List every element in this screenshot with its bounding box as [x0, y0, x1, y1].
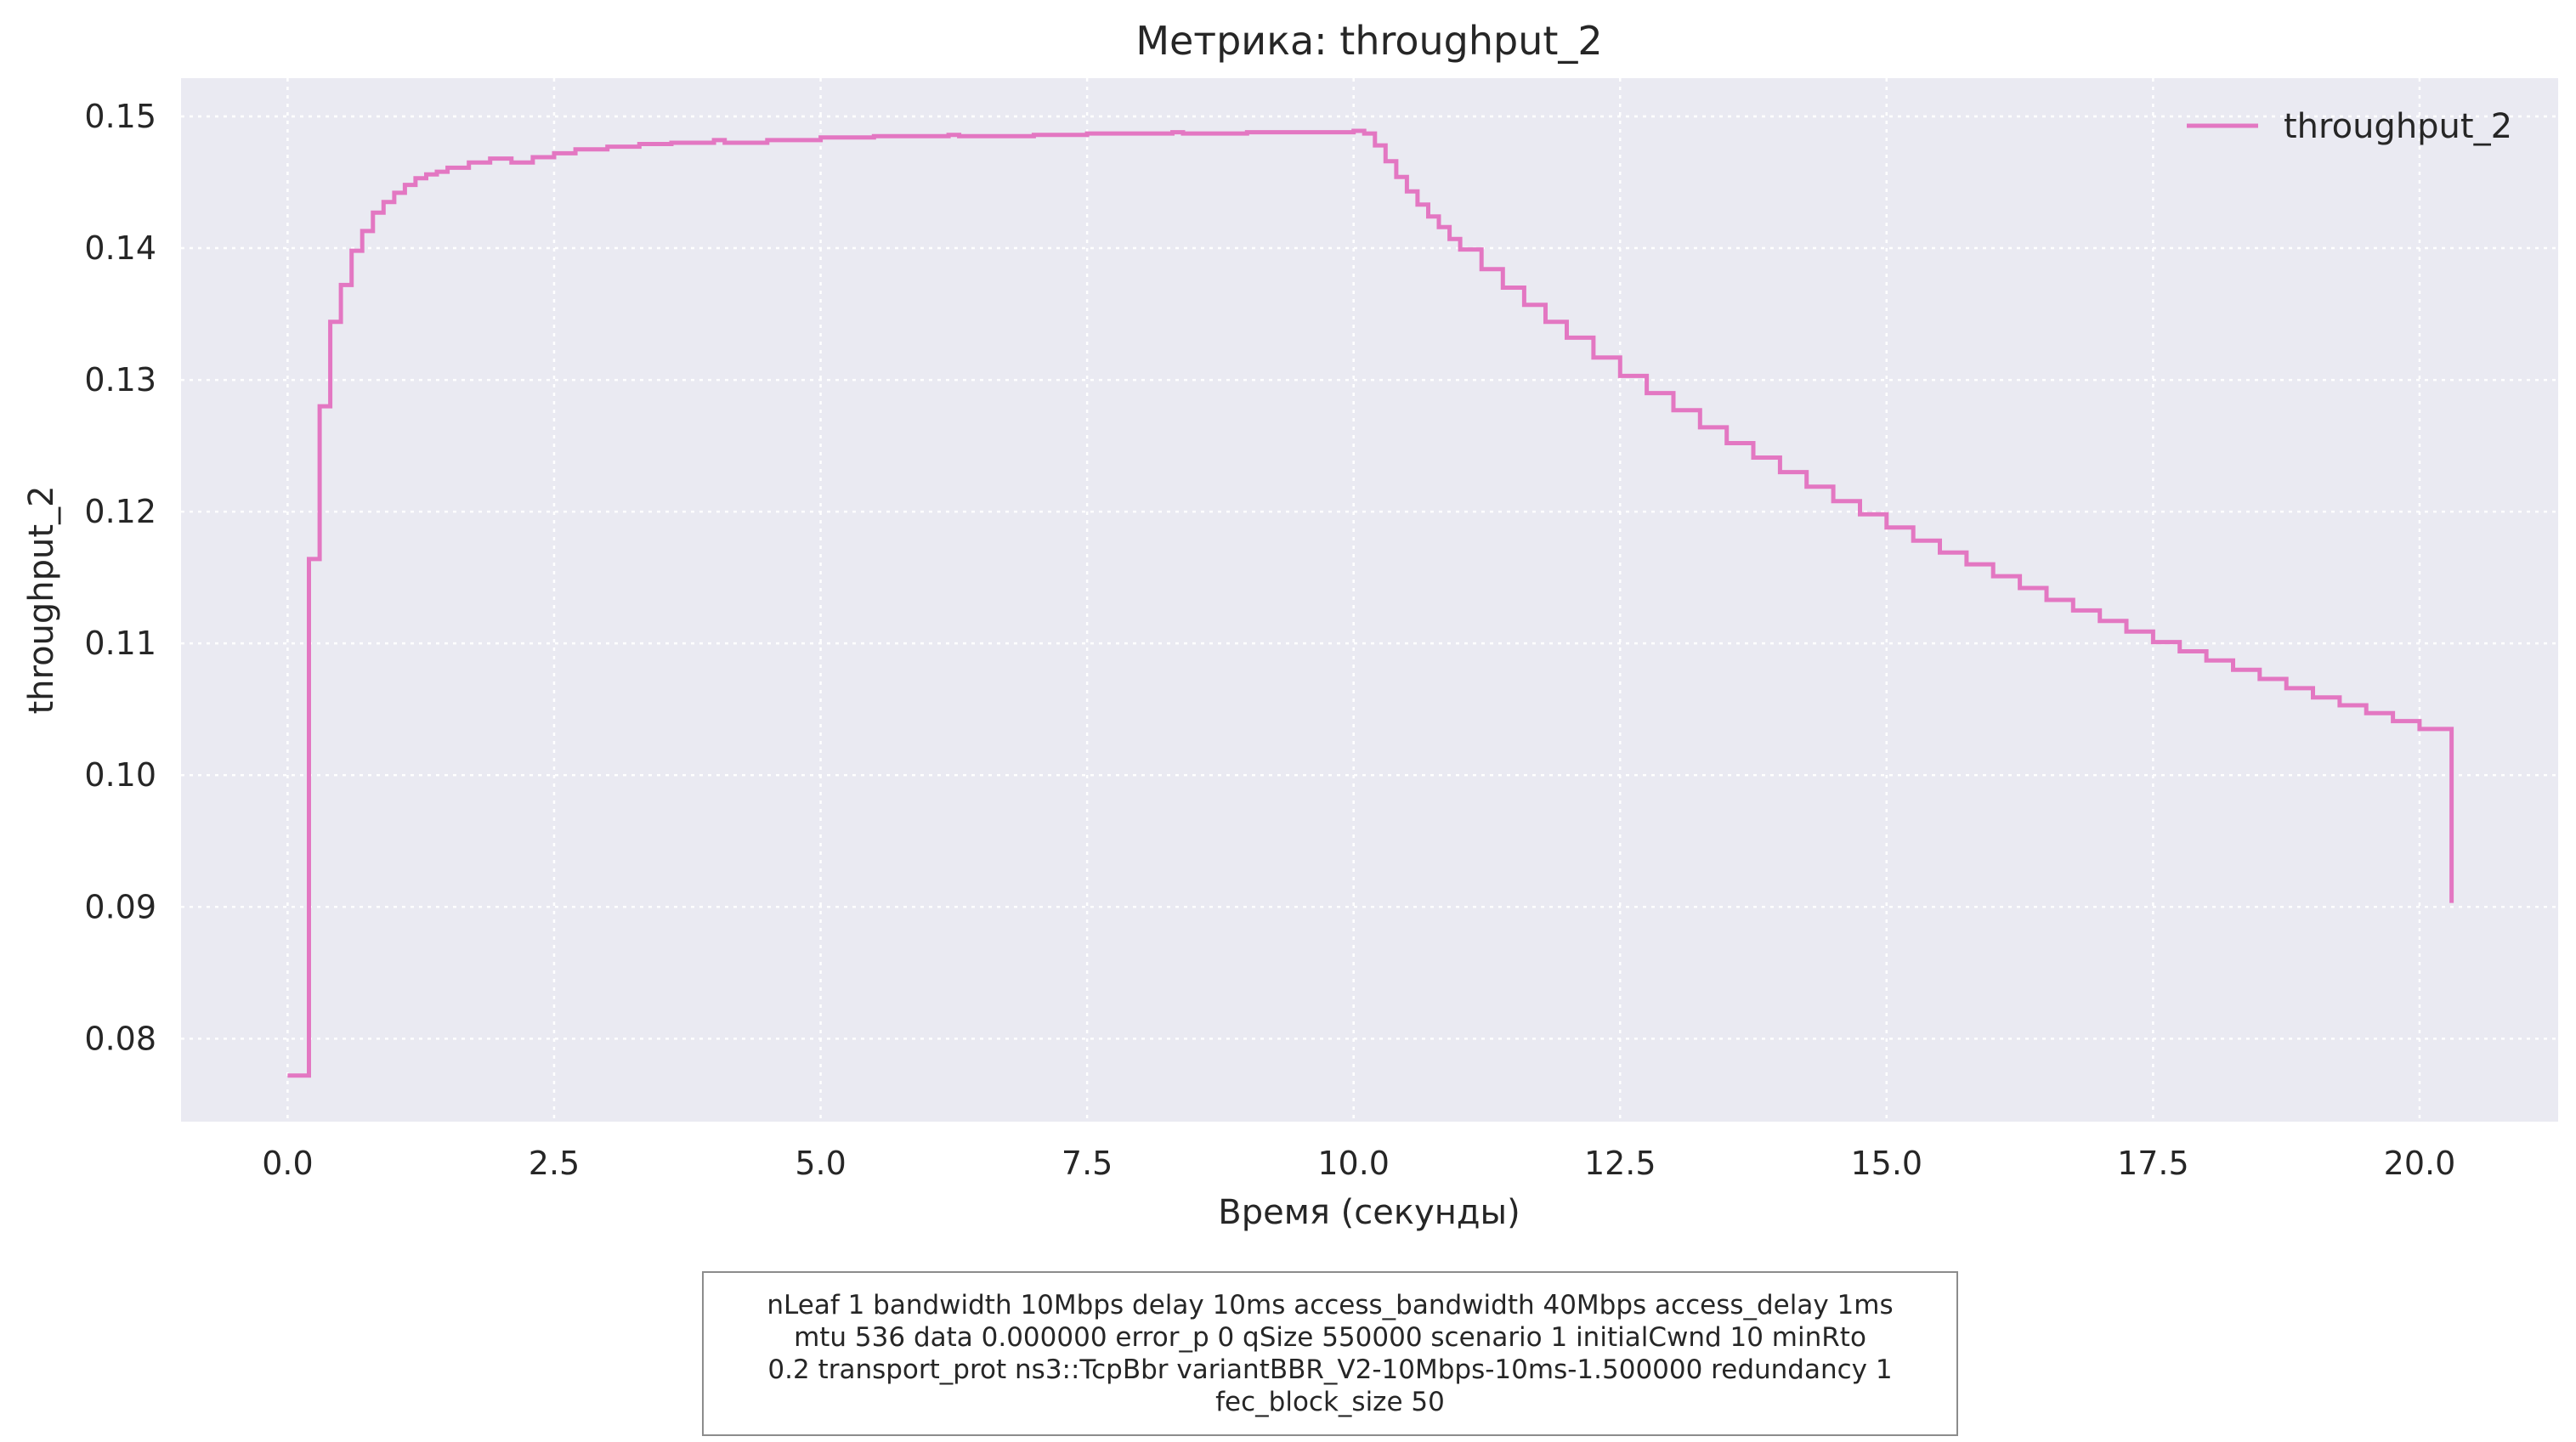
- x-axis-ticks: 0.0 2.5 5.0 7.5 10.0 12.5 15.0 17.5 20.0: [262, 1145, 2455, 1182]
- y-tick-label: 0.09: [84, 888, 156, 925]
- x-axis-label: Время (секунды): [1218, 1193, 1520, 1232]
- y-tick-label: 0.12: [84, 493, 156, 530]
- series-line-throughput_2: [287, 128, 2454, 1078]
- x-tick-label: 20.0: [2384, 1145, 2456, 1182]
- x-tick-label: 0.0: [262, 1145, 313, 1182]
- y-axis-label: throughput_2: [22, 485, 61, 714]
- x-tick-label: 7.5: [1062, 1145, 1112, 1182]
- parameters-caption: nLeaf 1 bandwidth 10Mbps delay 10ms acce…: [702, 1271, 1958, 1436]
- y-tick-label: 0.13: [84, 361, 156, 399]
- legend: throughput_2: [2187, 107, 2512, 146]
- x-tick-label: 17.5: [2117, 1145, 2189, 1182]
- x-tick-label: 12.5: [1584, 1145, 1656, 1182]
- y-tick-label: 0.08: [84, 1020, 156, 1057]
- chart-title: Метрика: throughput_2: [1135, 18, 1602, 64]
- y-tick-label: 0.14: [84, 229, 156, 267]
- legend-label: throughput_2: [2284, 107, 2512, 146]
- y-axis-ticks: 0.08 0.09 0.10 0.11 0.12 0.13 0.14 0.15: [84, 98, 156, 1057]
- x-tick-label: 15.0: [1851, 1145, 1923, 1182]
- y-tick-label: 0.11: [84, 625, 156, 662]
- y-tick-label: 0.10: [84, 756, 156, 794]
- plot-background: [181, 78, 2558, 1122]
- x-tick-label: 10.0: [1317, 1145, 1390, 1182]
- x-tick-label: 2.5: [529, 1145, 580, 1182]
- x-tick-label: 5.0: [795, 1145, 846, 1182]
- y-tick-label: 0.15: [84, 98, 156, 135]
